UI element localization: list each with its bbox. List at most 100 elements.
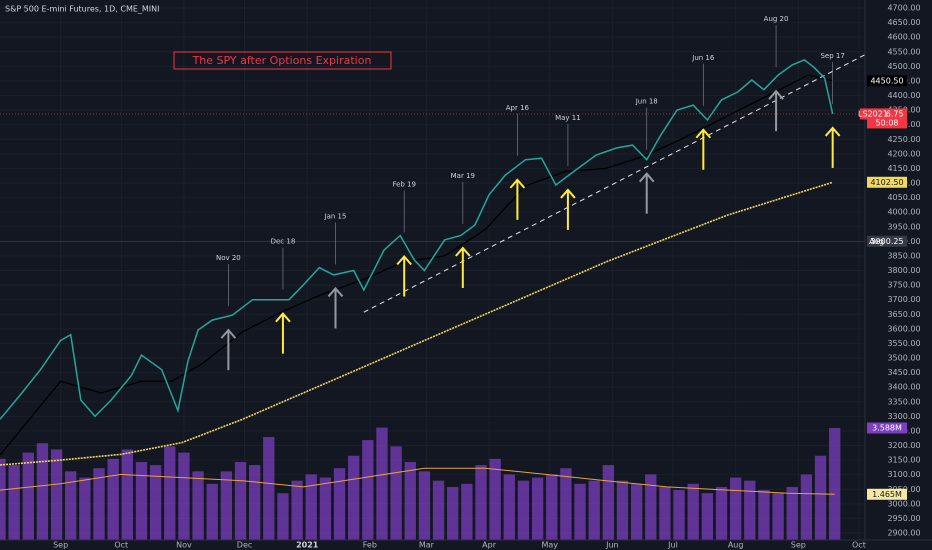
x-tick-label: Nov [176,541,192,550]
price-flag [867,235,907,247]
price-flag-countdown: 50:08 [875,118,898,127]
volume-bar [263,436,275,540]
volume-bar [786,486,798,540]
volume-bar [701,493,714,540]
y-tick-label: 3750.00 [887,281,920,290]
volume-bar [50,449,63,540]
y-tick-label: 4050.00 [887,193,920,202]
x-tick-label: Oct [852,541,866,550]
volume-bar [560,468,572,540]
volume-bar [376,427,388,540]
y-tick-label: 3150.00 [887,456,920,465]
x-tick-label: Dec [237,541,252,550]
volume-bar [432,480,445,540]
price-flag [867,75,907,87]
volume-bar [65,471,77,540]
volume-bar [362,440,374,540]
volume-bar [149,465,162,540]
x-tick-label: Oct [114,541,128,550]
annotation-frame [173,51,392,70]
price-flag-label: 4450.50 [870,76,903,85]
volume-bar [673,490,685,540]
y-tick-label: 4700.00 [887,4,920,13]
volume-bar [305,474,317,540]
volume-bar [36,443,49,540]
volume-pane [0,427,841,540]
volume-bar [687,483,699,540]
x-tick-label: Feb [363,541,377,550]
annotation-label: Jan 15 [324,212,347,220]
y-tick-label: 3800.00 [887,266,920,275]
annotation-label: Jun 16 [691,54,715,62]
annotation-label: Sep 17 [820,52,844,60]
volume-bar [602,465,614,540]
volume-bar [729,477,742,540]
y-tick-label: 4600.00 [887,33,920,42]
annotation-arrow-head [824,126,841,137]
volume-bar [461,483,473,540]
volume-bar [517,480,530,540]
volume-bar [178,452,190,540]
volume-bar [248,465,261,540]
y-tick-label: 3000.00 [887,499,920,508]
volume-bar [630,483,643,540]
volume-flag [867,422,907,434]
volume-bar [404,461,416,540]
volume-bar [277,493,289,540]
y-tick-label: 3850.00 [887,251,920,260]
price-pane: Nov 20 Dec 18 Jan 15 Feb 19 Mar 19 Apr 16 May … [0,15,866,466]
y-tick-label: 3350.00 [887,397,920,406]
volume-bar [390,446,402,540]
volume-bar [503,474,515,540]
volume-bar [291,480,303,540]
y-tick-label: 3100.00 [887,470,920,479]
price-flag-label: 3900.25 [870,237,903,246]
annotation-arrow-head [509,178,526,189]
volume-flag-label: 1.465M [872,490,902,499]
annotation-arrow-head [695,128,712,139]
volume-bar [234,461,247,540]
y-tick-label: 3450.00 [887,368,920,377]
axes: 2900.002950.003000.003050.003100.003150.… [53,4,920,550]
annotation-label: Feb 19 [392,181,416,189]
y-tick-label: 3650.00 [887,310,920,319]
volume-bar [475,465,487,540]
volume-bar [333,468,346,540]
volume-bar [220,471,233,540]
y-tick-label: 3550.00 [887,339,920,348]
x-tick-label: Jul [667,541,678,550]
volume-bar [489,458,501,540]
volume-bar [659,486,671,540]
volume-bar [814,455,827,540]
y-tick-label: 3600.00 [887,324,920,333]
volume-bar [22,452,34,540]
volume-bar [645,474,657,540]
volume-bar [0,458,6,540]
annotation-arrow-head [638,172,655,183]
annotation-arrow-head [396,254,412,266]
x-tick-label: Apr [482,541,497,550]
price-line [0,59,834,420]
y-tick-label: 3300.00 [887,412,920,421]
volume-bar [588,480,600,540]
volume-bar [531,477,544,540]
annotation-label: Jun 18 [635,98,658,106]
volume-bar [8,465,20,540]
y-tick-label: 3500.00 [887,354,920,363]
volume-bar [79,477,91,540]
price-tag-box [860,108,886,120]
volume-bar [107,458,119,540]
x-tick-label: Sep [53,541,68,550]
volume-bar [192,471,204,540]
chart-title: S&P 500 E-mini Futures, 1D, CME_MINI [5,5,160,14]
volume-bar [574,483,586,540]
annotation-label: Apr 16 [506,104,530,112]
volume-bar [772,493,784,540]
volume-bar [447,486,459,540]
ma-fast-line [0,74,833,456]
volume-bar [348,455,360,540]
volume-bar [800,474,813,540]
annotation-label: Nov 20 [216,254,241,262]
y-tick-label: 4250.00 [887,135,920,144]
